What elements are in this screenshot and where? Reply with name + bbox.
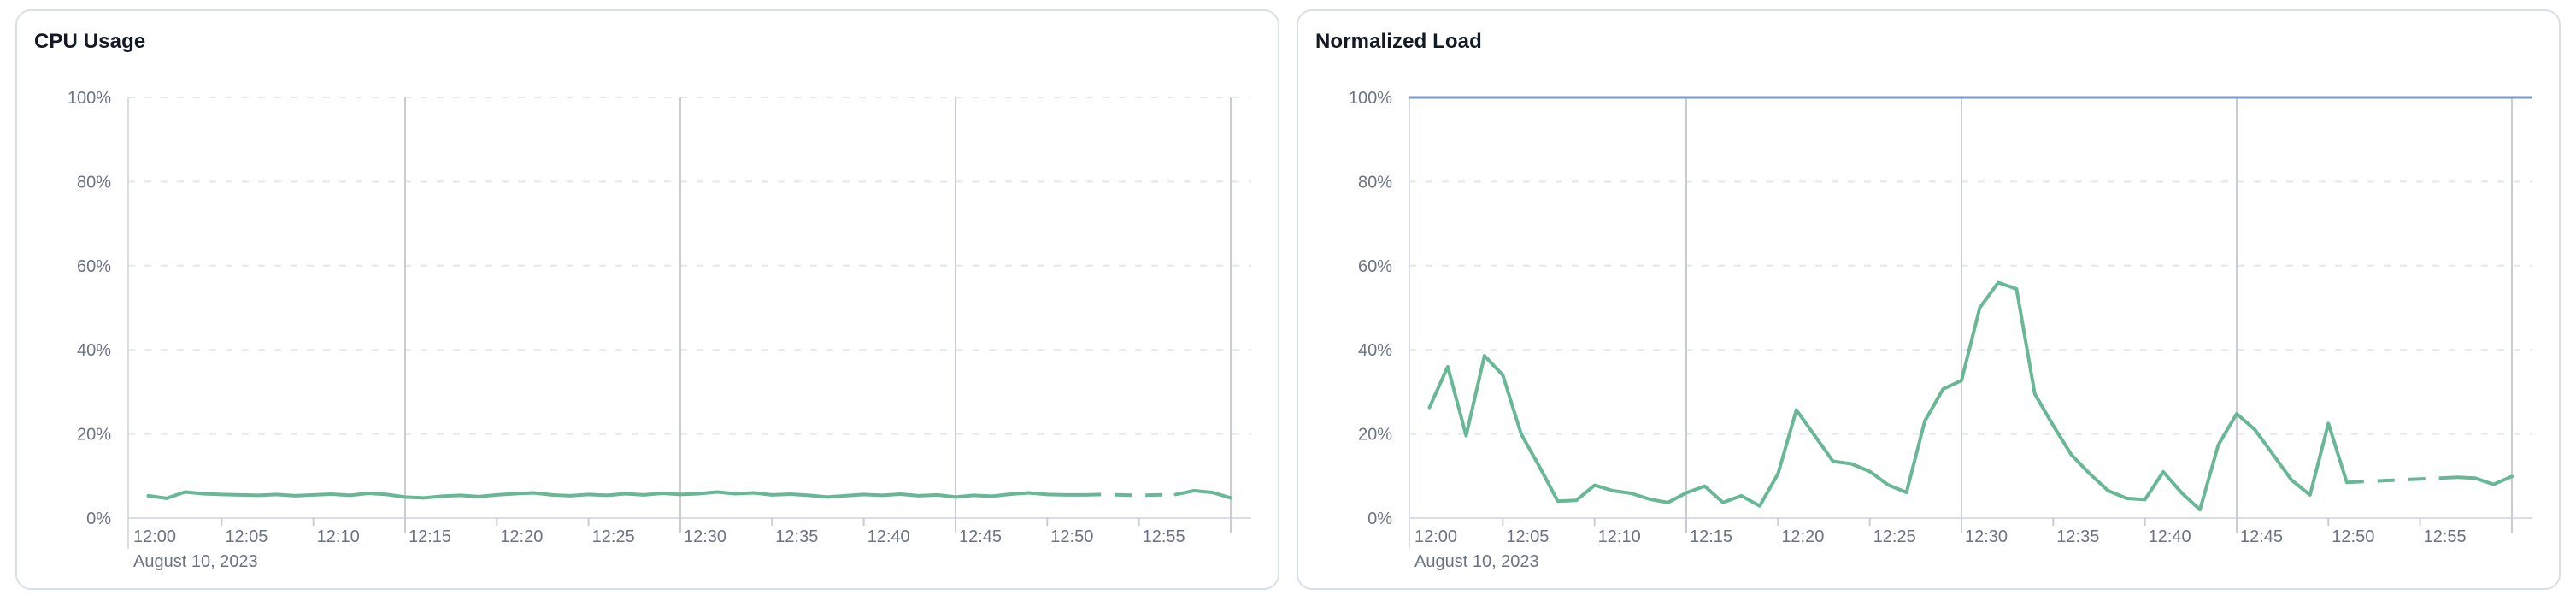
y-tick-label: 80% bbox=[1358, 173, 1392, 192]
y-tick-label: 20% bbox=[77, 426, 111, 445]
x-axis-date-label: August 10, 2023 bbox=[133, 552, 258, 571]
x-tick-label: 12:10 bbox=[1598, 527, 1641, 546]
x-tick-label: 12:45 bbox=[2240, 527, 2283, 546]
panel-normalized-load: 0% 20% 40% 60% 80% 100% 12:00 12:05 12:10 12:15 12… bbox=[1297, 9, 2561, 590]
x-tick-label: 12:50 bbox=[1050, 527, 1093, 546]
y-tick-label: 0% bbox=[86, 510, 111, 528]
normalized-load-series-line[interactable] bbox=[1427, 280, 2349, 512]
panel-cpu-usage: 0% 20% 40% 60% 80% 100% 12:00 12:05 12:10 12:15 12… bbox=[15, 9, 1279, 590]
x-tick-label: 12:55 bbox=[2424, 527, 2467, 546]
x-tick-label: 12:25 bbox=[1873, 527, 1916, 546]
x-tick-label: 12:45 bbox=[959, 527, 1002, 546]
y-tick-label: 100% bbox=[1349, 89, 1392, 108]
x-tick-label: 12:50 bbox=[2332, 527, 2374, 546]
cpu-usage-series-line-projected[interactable] bbox=[1084, 492, 1176, 498]
x-tick-label: 12:20 bbox=[500, 527, 543, 546]
x-tick-label: 12:35 bbox=[2056, 527, 2099, 546]
x-axis-date-label: August 10, 2023 bbox=[1414, 552, 1539, 571]
y-tick-label: 40% bbox=[1358, 341, 1392, 360]
y-tick-label: 20% bbox=[1358, 426, 1392, 445]
x-tick-label: 12:10 bbox=[317, 527, 360, 546]
y-tick-label: 0% bbox=[1367, 510, 1392, 528]
x-tick-label: 12:30 bbox=[1965, 527, 2008, 546]
x-tick-label: 12:20 bbox=[1781, 527, 1824, 546]
x-tick-label: 12:15 bbox=[409, 527, 451, 546]
y-tick-label: 80% bbox=[77, 173, 111, 192]
cpu-usage-series-line[interactable] bbox=[146, 490, 1086, 500]
x-tick-label: 12:30 bbox=[684, 527, 726, 546]
cpu-usage-chart[interactable]: 0% 20% 40% 60% 80% 100% 12:00 12:05 12:10 12:15 12… bbox=[17, 11, 1278, 588]
normalized-load-chart[interactable]: 0% 20% 40% 60% 80% 100% 12:00 12:05 12:10 12:15 12… bbox=[1298, 11, 2559, 588]
x-tick-label: 12:00 bbox=[1414, 527, 1457, 546]
normalized-load-series-line[interactable] bbox=[2455, 474, 2514, 486]
x-tick-label: 12:05 bbox=[225, 527, 268, 546]
cpu-usage-series-line[interactable] bbox=[1173, 489, 1232, 500]
y-tick-label: 40% bbox=[77, 341, 111, 360]
y-tick-label: 100% bbox=[68, 89, 111, 108]
x-tick-label: 12:40 bbox=[2149, 527, 2191, 546]
x-tick-label: 12:25 bbox=[592, 527, 635, 546]
y-tick-label: 60% bbox=[77, 257, 111, 276]
panel-title-cpu-usage: CPU Usage bbox=[34, 30, 146, 53]
x-tick-label: 12:55 bbox=[1143, 527, 1185, 546]
x-tick-label: 12:05 bbox=[1506, 527, 1549, 546]
chart-canvas[interactable]: 0% 20% 40% 60% 80% 100% 12:00 12:05 12:10 12:15 12… bbox=[17, 11, 1278, 588]
normalized-load-series-line-projected[interactable] bbox=[2346, 475, 2457, 485]
chart-canvas[interactable]: 0% 20% 40% 60% 80% 100% 12:00 12:05 12:10 12:15 12… bbox=[1298, 11, 2559, 588]
y-tick-label: 60% bbox=[1358, 257, 1392, 276]
x-tick-label: 12:00 bbox=[133, 527, 176, 546]
x-tick-label: 12:35 bbox=[775, 527, 818, 546]
x-tick-label: 12:40 bbox=[867, 527, 910, 546]
x-tick-label: 12:15 bbox=[1690, 527, 1732, 546]
panel-title-normalized-load: Normalized Load bbox=[1315, 30, 1482, 53]
